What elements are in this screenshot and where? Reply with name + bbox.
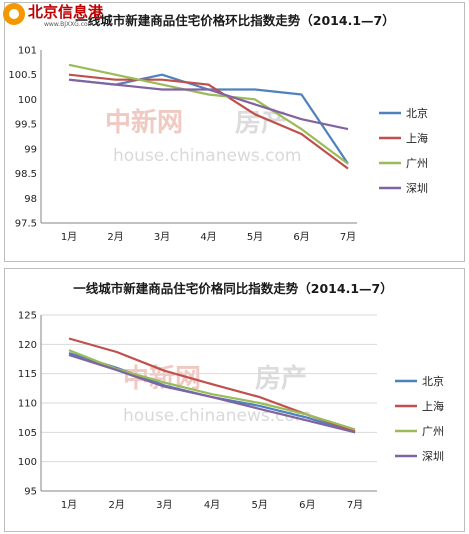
legend-label: 北京 (406, 106, 428, 120)
x-tick-label: 3月 (154, 231, 170, 243)
legend-label: 深圳 (422, 450, 444, 463)
y-tick-label: 105 (18, 428, 37, 439)
x-tick-label: 4月 (200, 231, 216, 243)
y-tick-label: 98 (24, 194, 37, 205)
x-tick-label: 2月 (108, 499, 124, 511)
legend-label: 上海 (422, 399, 444, 413)
legend-label: 深圳 (406, 182, 428, 195)
legend-label: 广州 (406, 157, 428, 170)
yoy-index-chart-panel: 一线城市新建商品住宅价格同比指数走势（2014.1—7） 中新网 房产 hous… (4, 268, 465, 532)
y-tick-label: 125 (18, 311, 37, 322)
yoy-index-chart: 一线城市新建商品住宅价格同比指数走势（2014.1—7） 中新网 房产 hous… (18, 281, 444, 511)
series-line-4 (68, 78, 349, 131)
legend-label: 广州 (422, 425, 444, 438)
series-line-4 (68, 353, 356, 434)
y-tick-label: 99.5 (15, 120, 37, 131)
y-tick-label: 100 (18, 95, 37, 106)
y-tick-label: 95 (24, 487, 37, 498)
bjxxg-logo: 北京信息港 www.BJXXG.com (3, 3, 104, 28)
watermark-section: 房产 (255, 364, 307, 394)
x-tick-label: 1月 (61, 231, 77, 243)
ring-index-chart: 一线城市新建商品住宅价格环比指数走势（2014.1—7） 中新网 房产 hous… (8, 13, 428, 243)
watermark-domain: house.chinanews.com (113, 146, 301, 166)
x-tick-label: 5月 (251, 499, 267, 511)
legend-label: 上海 (406, 131, 428, 145)
series-line-3 (68, 63, 349, 165)
y-tick-label: 100 (18, 457, 37, 468)
x-tick-label: 3月 (156, 499, 172, 511)
series-line-2 (68, 73, 349, 170)
watermark-brand: 中新网 (105, 107, 183, 138)
x-tick-label: 7月 (347, 499, 363, 511)
x-tick-label: 2月 (107, 231, 123, 243)
y-tick-label: 115 (18, 369, 37, 380)
y-tick-label: 120 (18, 340, 37, 351)
chart-title: 一线城市新建商品住宅价格同比指数走势（2014.1—7） (73, 281, 392, 296)
legend-label: 北京 (422, 374, 444, 388)
y-tick-label: 110 (18, 399, 37, 410)
y-tick-label: 98.5 (15, 169, 37, 180)
x-tick-label: 5月 (247, 231, 263, 243)
x-tick-label: 1月 (61, 499, 77, 511)
x-tick-label: 7月 (340, 231, 356, 243)
x-tick-label: 6月 (299, 499, 315, 511)
watermark: 中新网 房产 house.chinanews.com (105, 107, 301, 166)
logo-url: www.BJXXG.com (44, 21, 94, 28)
logo-name: 北京信息港 (28, 3, 104, 21)
y-tick-label: 99 (24, 144, 37, 155)
y-tick-label: 101 (18, 46, 37, 57)
x-tick-label: 6月 (293, 231, 309, 243)
chart-title: 一线城市新建商品住宅价格环比指数走势（2014.1—7） (75, 13, 394, 28)
ring-index-chart-panel: 一线城市新建商品住宅价格环比指数走势（2014.1—7） 中新网 房产 hous… (4, 2, 465, 262)
y-tick-label: 97.5 (15, 219, 37, 230)
y-tick-label: 100.5 (8, 70, 37, 81)
x-tick-label: 4月 (204, 499, 220, 511)
